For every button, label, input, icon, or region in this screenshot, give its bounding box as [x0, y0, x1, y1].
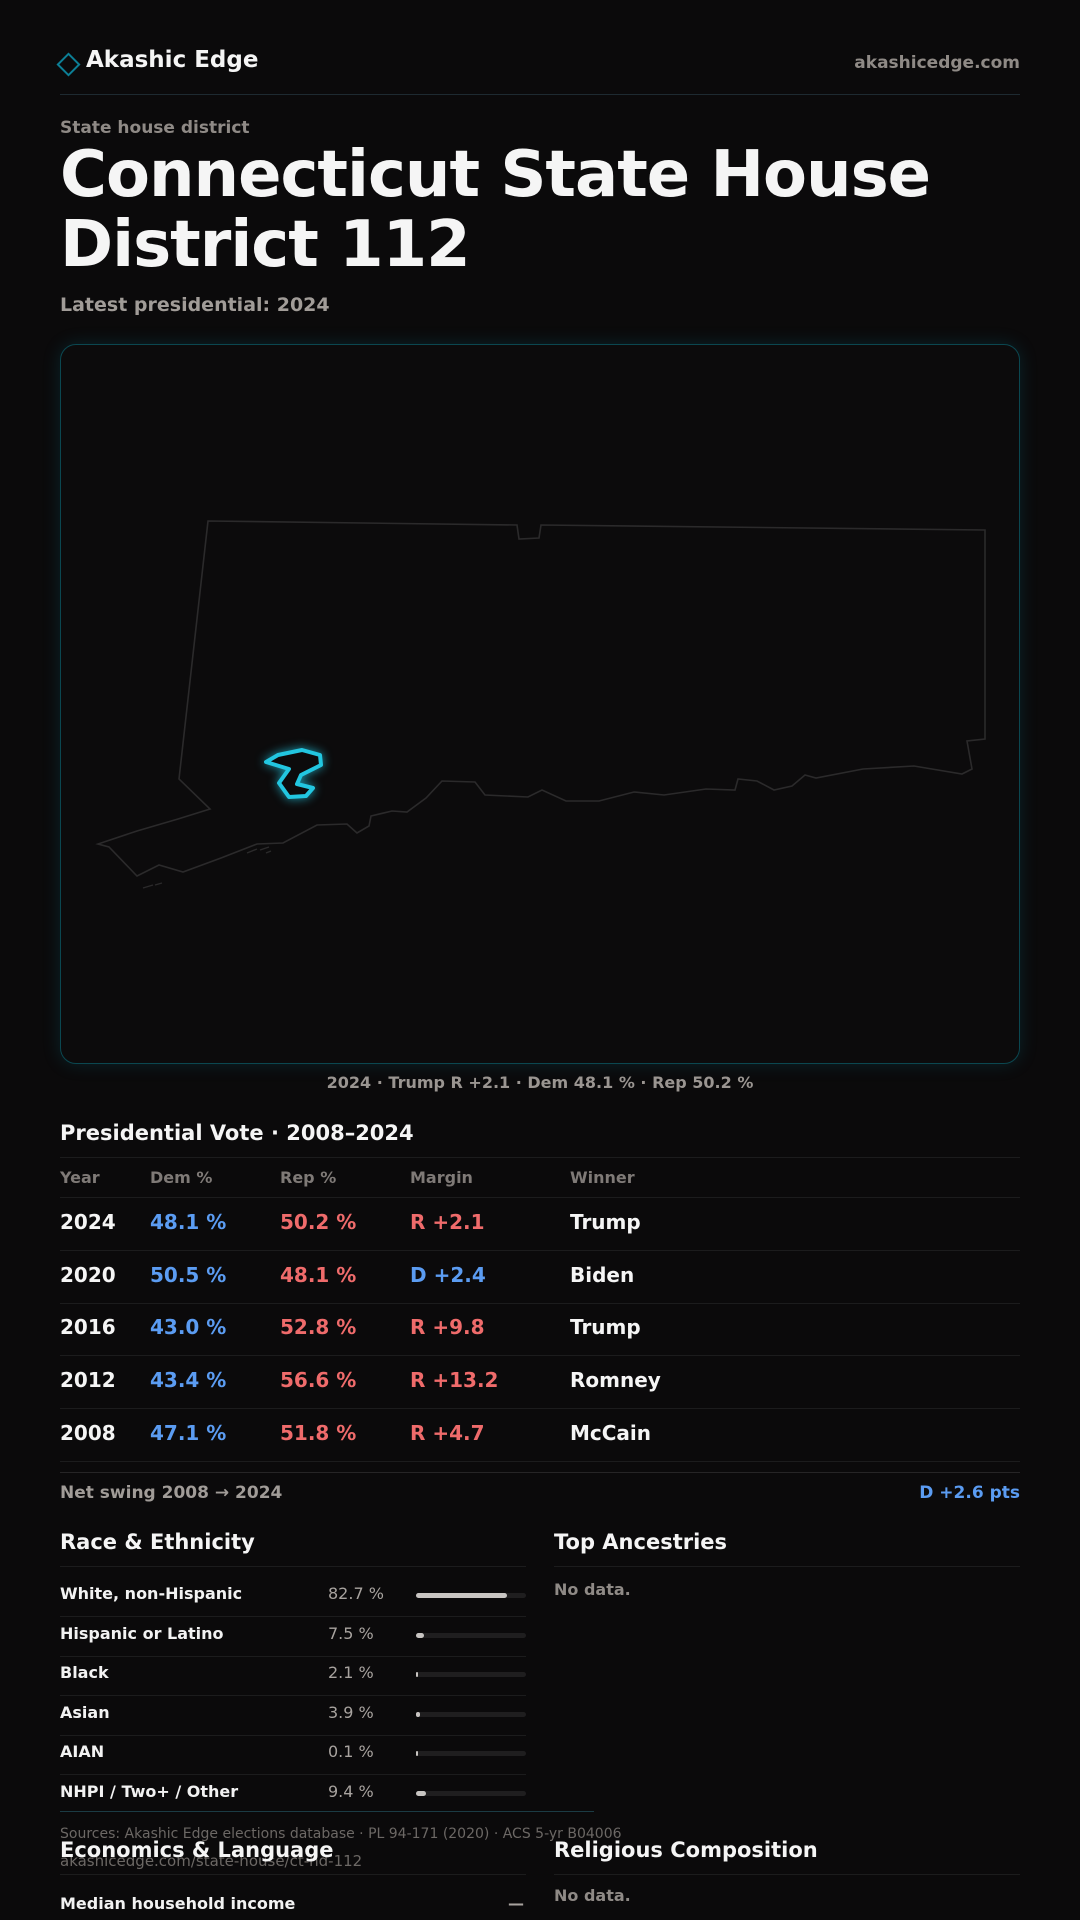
divider [60, 1734, 526, 1736]
page-title: Connecticut State House District 112 [60, 138, 931, 282]
coast-islet [246, 846, 272, 854]
race-bar-track [416, 1711, 526, 1717]
religion-empty: No data. [554, 1886, 631, 1905]
race-bar-fill [416, 1751, 418, 1757]
race-pct: 0.1 % [328, 1742, 374, 1762]
row-rep-pct: 50.2 % [280, 1210, 357, 1234]
race-pct: 82.7 % [328, 1584, 384, 1603]
race-bar-track [416, 1593, 526, 1598]
row-winner: Trump [570, 1315, 641, 1339]
race-bar-fill [416, 1632, 424, 1638]
divider [60, 1616, 526, 1617]
page-kicker: State house district [60, 118, 250, 138]
divider [60, 1355, 1020, 1356]
row-margin: R +13.2 [410, 1368, 499, 1392]
row-rep-pct: 56.6 % [280, 1368, 357, 1392]
row-margin: R +4.7 [410, 1421, 485, 1445]
row-rep-pct: 51.8 % [280, 1421, 357, 1445]
race-bar-track [416, 1632, 526, 1638]
net-swing-label: Net swing 2008 → 2024 [60, 1483, 283, 1503]
race-label: NHPI / Two+ / Other [60, 1782, 239, 1801]
net-swing-value: D +2.6 pts [919, 1483, 1020, 1503]
row-year: 2016 [60, 1315, 116, 1339]
divider [554, 1874, 1020, 1875]
race-section-title: Race & Ethnicity [60, 1530, 255, 1554]
divider [60, 1472, 1020, 1473]
race-bar-track [416, 1672, 526, 1678]
race-pct: 2.1 % [328, 1663, 374, 1683]
row-rep-pct: 52.8 % [280, 1315, 357, 1339]
divider [60, 1157, 1020, 1158]
median-income-label: Median household income [60, 1894, 296, 1913]
row-year: 2008 [60, 1421, 116, 1445]
race-pct: 9.4 % [328, 1782, 374, 1801]
ancestries-empty: No data. [554, 1580, 631, 1599]
race-label: Hispanic or Latino [60, 1623, 224, 1643]
race-bar-fill [416, 1711, 420, 1717]
latest-presidential: Latest presidential: 2024 [60, 294, 330, 316]
divider [60, 1408, 1020, 1409]
row-winner: Biden [570, 1263, 635, 1287]
row-year: 2024 [60, 1210, 116, 1234]
divider [60, 1197, 1020, 1198]
row-year: 2020 [60, 1263, 116, 1287]
race-bar-fill [416, 1593, 507, 1598]
header-divider [60, 94, 1020, 95]
divider [60, 1250, 1020, 1251]
col-header-rep: Rep % [280, 1168, 337, 1187]
economics-section-title: Economics & Language [60, 1838, 334, 1862]
religion-section-title: Religious Composition [554, 1838, 818, 1862]
race-pct: 7.5 % [328, 1623, 374, 1643]
race-bar-track [416, 1751, 526, 1757]
row-winner: McCain [570, 1421, 652, 1445]
district-map[interactable] [60, 344, 1020, 1064]
row-year: 2012 [60, 1368, 116, 1392]
coast-islet [142, 882, 163, 889]
map-caption: 2024 · Trump R +2.1 · Dem 48.1 % · Rep 5… [326, 1073, 754, 1092]
divider [60, 1303, 1020, 1304]
race-bar-fill [416, 1672, 418, 1678]
race-label: Black [60, 1663, 109, 1683]
state-outline [95, 520, 986, 877]
brand-name[interactable]: Akashic Edge [86, 47, 259, 73]
sources-note: Sources: Akashic Edge elections database… [60, 1826, 622, 1842]
race-bar-fill [416, 1791, 426, 1796]
page-url[interactable]: akashicedge.com/state-house/ct-hd-112 [60, 1852, 363, 1870]
logo-diamond-icon [56, 52, 81, 77]
row-margin: R +9.8 [410, 1315, 485, 1339]
row-dem-pct: 43.4 % [150, 1368, 227, 1392]
district-112-boundary[interactable] [264, 748, 323, 799]
row-dem-pct: 43.0 % [150, 1315, 227, 1339]
col-header-dem: Dem % [150, 1168, 213, 1187]
median-income-value: — [508, 1894, 524, 1913]
row-winner: Trump [570, 1210, 641, 1234]
row-winner: Romney [570, 1368, 661, 1392]
presidential-section-title: Presidential Vote · 2008–2024 [60, 1121, 414, 1145]
row-dem-pct: 48.1 % [150, 1210, 227, 1234]
divider [60, 1774, 526, 1776]
divider [60, 1695, 526, 1697]
row-margin: D +2.4 [410, 1263, 486, 1287]
divider [60, 1461, 1020, 1462]
race-label: White, non-Hispanic [60, 1584, 243, 1603]
ancestries-section-title: Top Ancestries [554, 1530, 728, 1554]
site-domain-link[interactable]: akashicedge.com [854, 53, 1020, 73]
footer-divider [60, 1811, 594, 1812]
divider [60, 1874, 526, 1875]
divider [60, 1566, 526, 1567]
col-header-winner: Winner [570, 1168, 635, 1187]
race-label: Asian [60, 1702, 110, 1722]
row-dem-pct: 50.5 % [150, 1263, 227, 1287]
connecticut-map-svg [95, 520, 986, 889]
col-header-margin: Margin [410, 1168, 473, 1187]
row-rep-pct: 48.1 % [280, 1263, 357, 1287]
race-pct: 3.9 % [328, 1702, 374, 1722]
race-label: AIAN [60, 1742, 105, 1762]
divider [60, 1655, 526, 1657]
divider [554, 1566, 1020, 1567]
col-header-year: Year [60, 1168, 100, 1187]
row-margin: R +2.1 [410, 1210, 485, 1234]
race-bar-track [416, 1791, 526, 1796]
row-dem-pct: 47.1 % [150, 1421, 227, 1445]
